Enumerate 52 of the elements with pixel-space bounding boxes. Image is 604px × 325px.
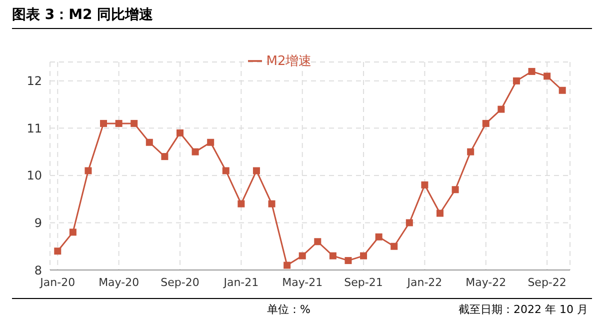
point [176, 129, 184, 136]
x-tick-label: Jan-21 [222, 276, 259, 289]
point [115, 120, 122, 127]
legend-label: M2增速 [266, 54, 312, 69]
point [467, 148, 474, 156]
x-tick-label: Jan-20 [39, 276, 76, 289]
x-tick-label: May-20 [98, 276, 140, 289]
text: 截至日期：2022 年 10 月 [458, 302, 588, 317]
point [390, 242, 398, 250]
point [421, 181, 428, 188]
point [207, 138, 214, 146]
point [360, 252, 368, 260]
y-tick-label: 12 [26, 74, 42, 88]
y-tick-label: 9 [34, 216, 42, 230]
point [314, 238, 322, 246]
point [452, 186, 459, 194]
point [130, 120, 138, 127]
y-tick-label: 8 [34, 263, 42, 278]
point [100, 120, 108, 127]
point [69, 228, 76, 236]
point [482, 120, 490, 127]
x-tick-label: Sep-22 [528, 276, 566, 289]
text: 单位：% [267, 302, 310, 317]
point [252, 167, 260, 174]
point [298, 252, 306, 260]
point [498, 106, 505, 113]
point [146, 138, 153, 146]
point [192, 148, 199, 156]
point [375, 233, 382, 240]
x-tick-label: Jan-22 [406, 276, 442, 289]
point [238, 200, 245, 208]
point [161, 153, 168, 160]
point [268, 200, 276, 208]
point [84, 167, 92, 174]
x-tick-label: May-21 [282, 276, 323, 289]
point [512, 77, 520, 84]
point [436, 210, 444, 217]
x-tick-label: Sep-20 [160, 276, 200, 289]
chart-title: 图表 3：M2 同比增速 [12, 6, 592, 29]
point [528, 68, 536, 75]
x-tick-label: May-22 [466, 276, 506, 289]
y-tick-label: 10 [26, 168, 42, 183]
x-tick-label: Sep-21 [344, 276, 383, 289]
point [54, 248, 62, 255]
point [544, 72, 551, 80]
point [406, 219, 413, 226]
point [222, 167, 230, 174]
point [558, 86, 566, 94]
y-tick-label: 11 [26, 121, 42, 136]
point [284, 262, 291, 269]
point [329, 252, 336, 260]
point [344, 257, 352, 264]
